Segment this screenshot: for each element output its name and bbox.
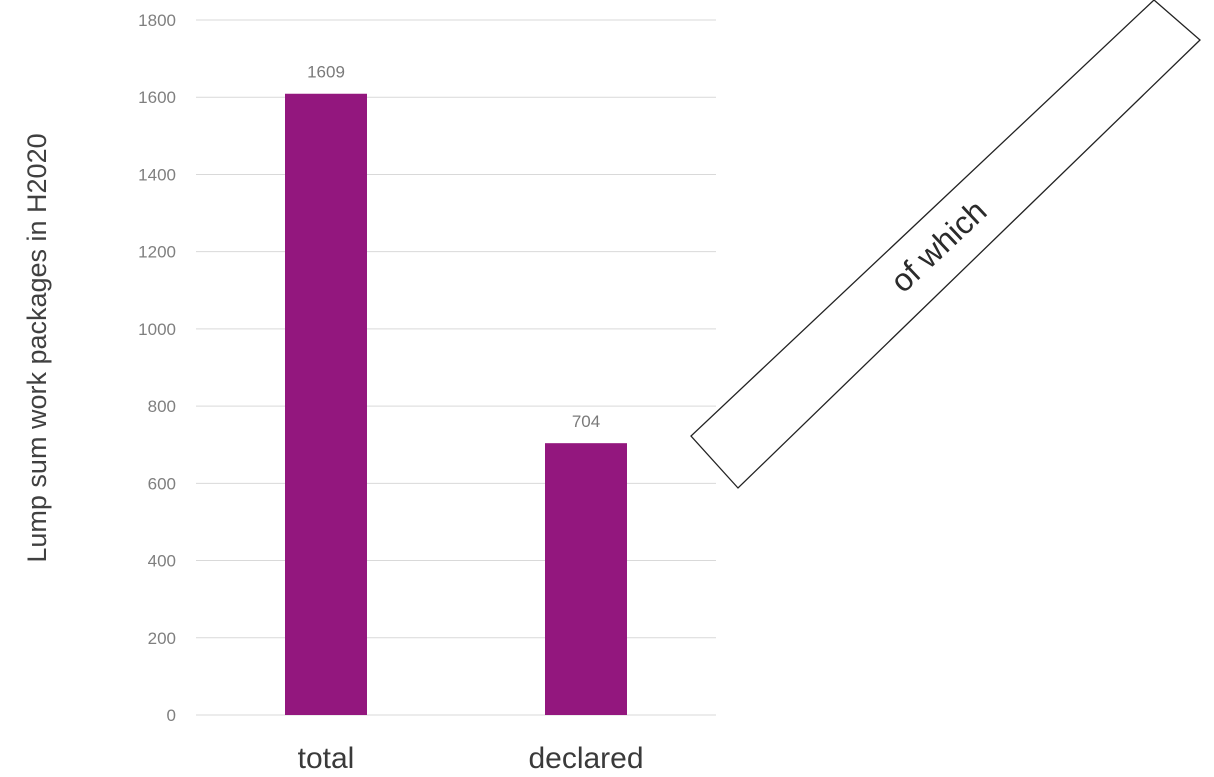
category-label: total — [298, 742, 355, 775]
y-tick-label: 200 — [148, 629, 176, 648]
y-axis-title: Lump sum work packages in H2020 — [22, 133, 52, 562]
y-tick-label: 400 — [148, 552, 176, 571]
category-label: declared — [528, 742, 643, 775]
bars — [285, 93, 627, 716]
y-tick-label: 600 — [148, 474, 176, 493]
y-tick-label: 800 — [148, 397, 176, 416]
callout-box — [690, 0, 1201, 489]
data-labels: 1609 704 — [307, 63, 600, 431]
y-tick-label: 1600 — [138, 88, 176, 107]
bar-declared — [545, 443, 627, 715]
y-tick-label: 1200 — [138, 243, 176, 262]
category-labels: total declared — [298, 742, 644, 775]
y-tick-label: 1800 — [138, 11, 176, 30]
y-tick-label: 1400 — [138, 165, 176, 184]
bar-total — [285, 93, 367, 716]
data-label: 704 — [572, 412, 600, 431]
y-tick-label: 1000 — [138, 320, 176, 339]
data-label: 1609 — [307, 63, 345, 82]
gridlines — [196, 19, 716, 716]
callout-label: of which — [883, 193, 993, 300]
y-axis-ticks: 0 200 400 600 800 1000 1200 1400 1600 1800 — [138, 11, 176, 725]
y-tick-label: 0 — [167, 706, 176, 725]
of-which-callout: of which — [690, 0, 1201, 489]
